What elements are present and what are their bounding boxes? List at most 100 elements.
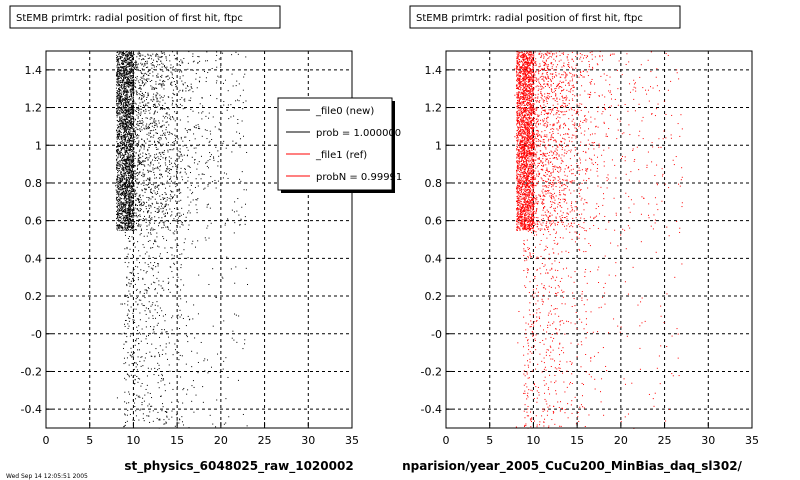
chart-1-point (520, 66, 522, 68)
chart-0-point (131, 168, 133, 170)
chart-0-point (163, 238, 165, 240)
chart-0-point (117, 227, 119, 229)
chart-0-point (119, 222, 121, 224)
chart-0-point (130, 51, 132, 53)
chart-0-point (133, 170, 135, 172)
chart-1-point (529, 135, 531, 137)
chart-0-point (124, 144, 126, 146)
chart-0-point (121, 194, 123, 196)
chart-0-point (122, 63, 124, 65)
chart-0-point (118, 76, 120, 78)
chart-0-point (138, 172, 140, 174)
chart-0-point (125, 183, 127, 185)
chart-0-point (159, 104, 161, 106)
chart-0-point (120, 303, 122, 305)
chart-0-point (133, 100, 135, 102)
chart-0-point (119, 161, 121, 163)
chart-0-point (119, 208, 121, 210)
chart-0-point (146, 73, 148, 75)
chart-0-point (119, 141, 121, 143)
chart-0-point (231, 337, 233, 339)
chart-1-point (518, 101, 520, 103)
chart-0-point (130, 108, 132, 110)
chart-0-point (126, 336, 128, 338)
chart-0-point (171, 74, 173, 76)
chart-0-point (173, 263, 175, 265)
chart-0-point (129, 70, 131, 72)
chart-1-point (529, 65, 531, 67)
chart-0-point (225, 147, 227, 149)
chart-0-point (117, 56, 119, 58)
chart-0-point (157, 382, 159, 384)
chart-0-point (126, 341, 128, 343)
chart-0-point (185, 216, 187, 218)
chart-0-point (140, 205, 142, 207)
chart-0-point (117, 137, 119, 139)
chart-0-point (119, 96, 121, 98)
chart-1-point (521, 223, 523, 225)
chart-0-point (116, 58, 118, 60)
chart-0-point (126, 184, 128, 186)
chart-0-point (116, 72, 118, 74)
chart-0-point (125, 175, 127, 177)
chart-0-point (236, 142, 238, 144)
chart-0-point (117, 149, 119, 151)
chart-0-point (136, 394, 138, 396)
chart-0-point (126, 229, 128, 231)
chart-0-point (132, 184, 134, 186)
chart-0-point (150, 55, 152, 57)
chart-0-point (130, 176, 132, 178)
chart-0-point (193, 162, 195, 164)
chart-0-point (150, 267, 152, 269)
chart-0-point (126, 74, 128, 76)
chart-0-point (180, 153, 182, 155)
chart-0-point (187, 180, 189, 182)
chart-0-point (125, 104, 127, 106)
chart-0-point (133, 319, 135, 321)
chart-0-point (130, 59, 132, 61)
chart-0-point (144, 297, 146, 299)
chart-0-point (124, 85, 126, 87)
chart-0-point (156, 61, 158, 63)
chart-0-point (149, 232, 151, 234)
chart-1-point (516, 60, 518, 62)
chart-0-point (116, 78, 118, 80)
chart-0-point (170, 133, 172, 135)
chart-0-point (127, 149, 129, 151)
chart-0-point (132, 169, 134, 171)
chart-0-point (171, 197, 173, 199)
chart-0-point (135, 204, 137, 206)
chart-0-point (157, 208, 159, 210)
chart-0-point (128, 158, 130, 160)
chart-0-point (128, 317, 130, 319)
chart-0-point (137, 198, 139, 200)
chart-0-point (120, 75, 122, 77)
chart-0-point (117, 105, 119, 107)
chart-0-point (135, 62, 137, 64)
chart-0-point (197, 240, 199, 242)
chart-0-point (133, 130, 135, 132)
chart-0-point (131, 133, 133, 135)
chart-0-point (128, 222, 130, 224)
chart-0-point (133, 162, 135, 164)
chart-0-point (160, 125, 162, 127)
chart-0-point (164, 108, 166, 110)
chart-0-point (126, 66, 128, 68)
chart-0-point (123, 131, 125, 133)
chart-0-point (176, 202, 178, 204)
chart-1-point (519, 211, 521, 213)
chart-0-point (169, 161, 171, 163)
chart-0-point (167, 220, 169, 222)
chart-0-point (119, 57, 121, 59)
chart-0-point (130, 169, 132, 171)
chart-0-point (122, 220, 124, 222)
chart-0-point (124, 401, 126, 403)
chart-0-point (131, 95, 133, 97)
chart-0-point (139, 255, 141, 257)
chart-0-point (117, 198, 119, 200)
chart-0-point (142, 124, 144, 126)
chart-0-point (176, 80, 178, 82)
chart-0-point (137, 67, 139, 69)
chart-0-point (190, 97, 192, 99)
chart-0-point (120, 178, 122, 180)
